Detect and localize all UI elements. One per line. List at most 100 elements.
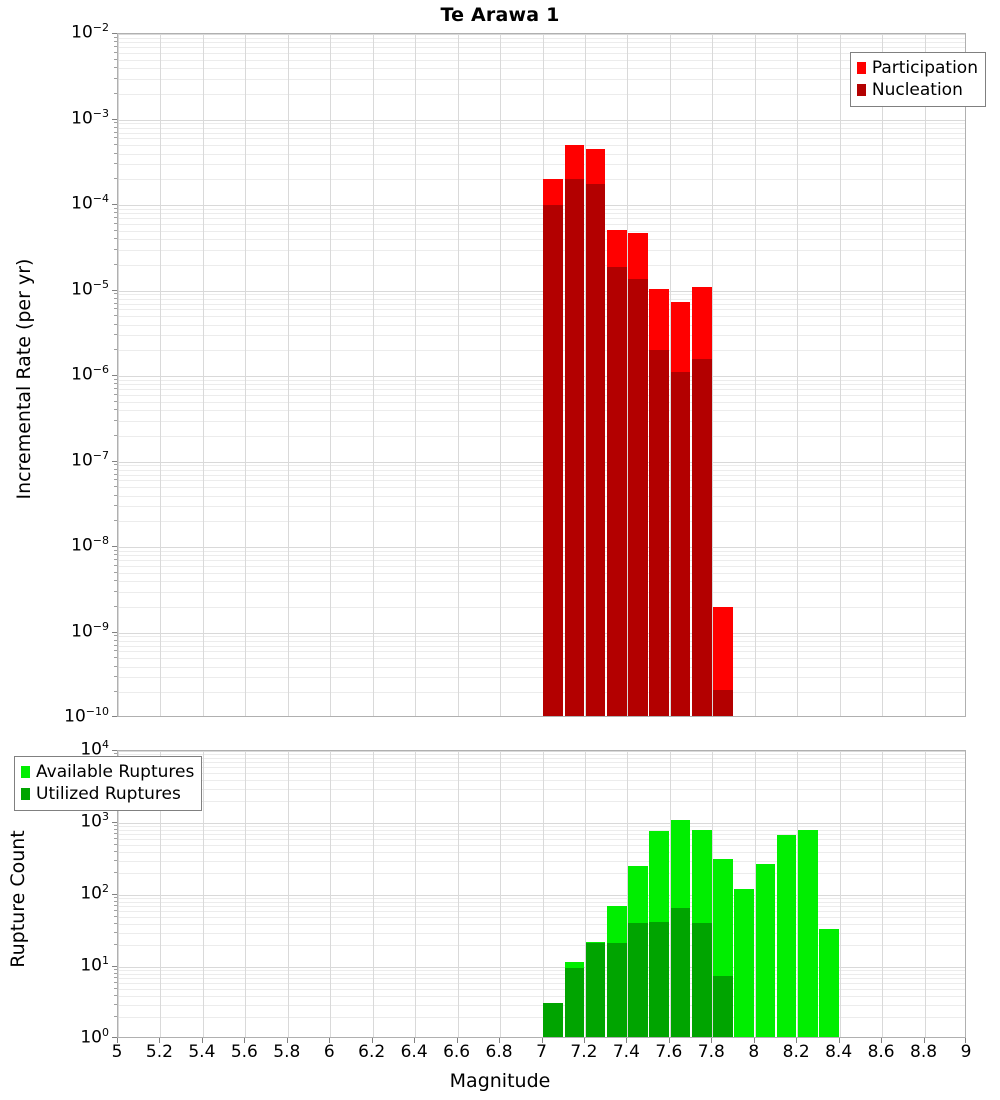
x-tick-mark [626,1038,628,1043]
bar [543,204,563,716]
minor-gridline [118,982,965,984]
y-tick-label: 10−2 [71,21,109,43]
y-minor-tick-mark [114,419,117,421]
minor-gridline [118,581,965,583]
x-tick-mark [541,1038,543,1043]
y-minor-tick-mark [114,323,117,325]
y-minor-tick-mark [114,931,117,933]
y-minor-tick-mark [114,297,117,299]
x-tick-mark [583,1038,585,1043]
minor-gridline [118,223,965,225]
y-minor-tick-mark [114,665,117,667]
x-tick-label: 6 [323,1042,335,1062]
minor-gridline [118,208,965,210]
minor-gridline [118,218,965,220]
x-tick-label: 7.4 [612,1042,640,1062]
incremental-rate-panel [117,33,966,717]
y-tick-label: 100 [80,1026,109,1048]
minor-gridline [118,379,965,381]
legend-swatch-icon [856,62,866,74]
gridline [797,34,799,716]
incremental-rate-legend: Participation Nucleation [849,52,986,107]
y-tick-mark [112,1037,117,1038]
y-minor-tick-mark [114,178,117,180]
y-minor-tick-mark [114,46,117,48]
y-minor-tick-mark [114,605,117,607]
minor-gridline [118,394,965,396]
gridline [160,34,162,716]
minor-gridline [118,829,965,831]
minor-gridline [118,834,965,836]
gridline [882,751,884,1037]
gridline [118,205,965,206]
gridline [924,751,926,1037]
minor-gridline [118,692,965,694]
x-tick-label: 8.8 [910,1042,938,1062]
y-minor-tick-mark [114,122,117,124]
gridline [118,751,119,1037]
minor-gridline [118,239,965,241]
minor-gridline [118,42,965,44]
minor-gridline [118,973,965,975]
y-minor-tick-mark [114,994,117,996]
y-minor-tick-mark [114,676,117,678]
minor-gridline [118,677,965,679]
legend-swatch-icon [856,84,866,96]
y-minor-tick-mark [114,468,117,470]
minor-gridline [118,838,965,840]
y-tick-mark [112,546,117,547]
y-minor-tick-mark [114,828,117,830]
legend-swatch-icon [21,766,30,778]
minor-gridline [118,495,965,497]
x-tick-mark [796,1038,798,1043]
minor-gridline [118,645,965,647]
minor-gridline [118,153,965,155]
x-tick-label: 7.2 [570,1042,598,1062]
bar [606,943,627,1037]
minor-gridline [118,606,965,608]
y-minor-tick-mark [114,302,117,304]
minor-gridline [118,316,965,318]
y-minor-tick-mark [114,163,117,165]
gridline [118,119,965,121]
gridline [584,751,586,1037]
y-minor-tick-mark [114,238,117,240]
x-tick-label: 7.6 [655,1042,683,1062]
gridline [839,751,841,1037]
y-minor-tick-mark [114,222,117,224]
y-minor-tick-mark [114,753,117,755]
y-minor-tick-mark [114,825,117,827]
x-tick-label: 8.2 [782,1042,810,1062]
gridline [839,34,841,716]
legend-item: Utilized Ruptures [21,783,194,805]
gridline [584,34,586,716]
y-minor-tick-mark [114,944,117,946]
y-minor-tick-mark [114,400,117,402]
y-tick-mark [112,750,117,751]
x-tick-label: 5.2 [145,1042,173,1062]
y-tick-mark [112,204,117,205]
minor-gridline [118,640,965,642]
minor-gridline [118,435,965,437]
y-minor-tick-mark [114,1016,117,1018]
minor-gridline [118,335,965,337]
bar [670,907,691,1037]
y-minor-tick-mark [114,388,117,390]
y-minor-tick-mark [114,872,117,874]
minor-gridline [118,910,965,912]
minor-gridline [118,465,965,467]
y-minor-tick-mark [114,981,117,983]
y-tick-mark [112,289,117,291]
y-minor-tick-mark [114,972,117,974]
minor-gridline [118,474,965,476]
bar [713,976,733,1037]
y-tick-mark [112,716,117,717]
y-minor-tick-mark [114,207,117,209]
x-tick-mark [329,1038,331,1043]
x-tick-label: 8.4 [825,1042,853,1062]
minor-gridline [118,844,965,846]
minor-gridline [118,923,965,925]
gridline [754,751,756,1037]
minor-gridline [118,93,965,95]
y-minor-tick-mark [114,494,117,496]
